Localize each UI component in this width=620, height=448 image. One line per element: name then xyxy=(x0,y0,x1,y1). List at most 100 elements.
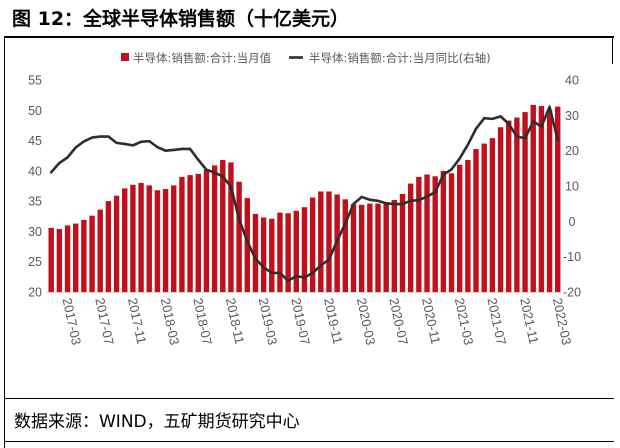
legend: 半导体:销售额:合计:当月值 半导体:销售额:合计:当月同比(右轴) xyxy=(121,51,491,65)
x-axis-tick-label: 2017-07 xyxy=(92,297,117,347)
sales-bar xyxy=(97,209,103,292)
left-axis-tick-label: 55 xyxy=(28,74,42,88)
yoy-point xyxy=(335,239,339,242)
sales-bar xyxy=(260,217,267,292)
yoy-point xyxy=(491,117,494,121)
yoy-point xyxy=(50,171,53,174)
yoy-point xyxy=(474,127,478,130)
sales-bar xyxy=(530,104,536,292)
sales-bar xyxy=(171,185,177,292)
yoy-point xyxy=(417,198,421,202)
sales-bar xyxy=(211,165,218,292)
yoy-point xyxy=(99,135,102,138)
sales-bar xyxy=(285,213,291,292)
sales-bar xyxy=(89,215,95,292)
yoy-point xyxy=(286,279,290,282)
yoy-point xyxy=(156,145,159,149)
yoy-point xyxy=(58,161,61,165)
sales-bar xyxy=(555,106,561,293)
sales-bar xyxy=(48,227,54,292)
sales-bar xyxy=(326,191,332,292)
sales-bar xyxy=(122,188,128,292)
right-axis-tick-label: 40 xyxy=(565,74,579,88)
sales-bar xyxy=(489,138,496,292)
yoy-point xyxy=(384,202,388,205)
sales-bar xyxy=(448,173,455,292)
left-axis-tick-label: 45 xyxy=(28,134,42,148)
yoy-point xyxy=(360,195,363,199)
x-axis-tick-label: 2019-03 xyxy=(256,297,281,347)
sales-bar xyxy=(64,225,71,292)
left-axis-tick-label: 20 xyxy=(28,286,42,300)
x-axis-tick-label: 2021-03 xyxy=(452,297,477,347)
x-axis-tick-label: 2017-11 xyxy=(125,297,149,346)
figure-title: 图 12：全球半导体销售额（十亿美元） xyxy=(12,8,350,30)
yoy-point xyxy=(123,142,126,146)
yoy-point xyxy=(352,202,355,206)
yoy-point xyxy=(229,185,233,188)
yoy-point xyxy=(401,202,404,206)
sales-bar xyxy=(301,207,308,292)
x-axis-tick-label: 2020-07 xyxy=(386,297,411,347)
yoy-point xyxy=(409,199,412,203)
sales-bar xyxy=(277,212,283,292)
yoy-point xyxy=(74,146,77,149)
left-axis-tick-label: 50 xyxy=(28,104,42,118)
sales-bar xyxy=(113,195,120,292)
title-divider xyxy=(4,36,614,38)
x-axis-tick-label: 2022-03 xyxy=(550,297,575,347)
yoy-point xyxy=(295,274,298,278)
yoy-point xyxy=(278,271,282,275)
x-axis-tick-label: 2021-07 xyxy=(484,297,509,347)
sales-bar xyxy=(154,190,161,292)
x-axis-tick-label: 2020-03 xyxy=(354,297,379,347)
sales-bar xyxy=(481,143,487,292)
source-note: 数据来源：WIND，五矿期货研究中心 xyxy=(14,412,300,432)
x-axis-tick-label: 2017-03 xyxy=(60,297,85,347)
sales-bars xyxy=(48,104,561,293)
sales-bar xyxy=(130,184,136,292)
yoy-point xyxy=(311,271,314,275)
sales-bar xyxy=(432,176,438,292)
sales-bar xyxy=(252,213,259,292)
sales-bar xyxy=(195,173,201,292)
yoy-point xyxy=(139,140,143,144)
legend-label-yoy: 半导体:销售额:合计:当月同比(右轴) xyxy=(309,51,491,65)
sales-bar xyxy=(497,127,504,292)
left-axis-tick-label: 25 xyxy=(28,255,42,269)
x-axis-tick-label: 2018-07 xyxy=(190,297,215,347)
sales-bar xyxy=(342,199,349,292)
sales-bar xyxy=(293,210,299,292)
sales-bar xyxy=(399,193,406,292)
sales-bar xyxy=(138,182,144,292)
sales-bar xyxy=(179,176,185,292)
yoy-point xyxy=(425,195,429,198)
frame-right-border xyxy=(612,36,613,64)
sales-bar xyxy=(391,199,398,292)
yoy-point xyxy=(270,271,273,275)
yoy-point xyxy=(66,156,69,159)
yoy-point xyxy=(246,240,249,243)
sales-bar xyxy=(187,175,193,292)
yoy-point xyxy=(523,137,527,140)
sales-bar xyxy=(203,169,210,292)
sales-bar xyxy=(358,204,365,292)
x-axis-tick-label: 2019-11 xyxy=(321,297,345,346)
yoy-point xyxy=(180,147,184,151)
yoy-point xyxy=(483,116,486,120)
yoy-point xyxy=(82,140,86,143)
sales-bar xyxy=(383,202,389,292)
sales-bar xyxy=(73,223,79,292)
left-axis-tick-label: 35 xyxy=(28,195,42,209)
yoy-point xyxy=(262,266,265,269)
left-axis: 55 50 45 40 35 30 25 20 xyxy=(28,74,42,300)
yoy-point xyxy=(131,144,135,147)
sales-bar xyxy=(309,197,316,292)
yoy-point xyxy=(458,157,461,160)
sales-bar xyxy=(416,176,422,292)
sales-bar xyxy=(244,198,250,292)
legend-swatch-sales xyxy=(121,53,129,61)
yoy-point xyxy=(205,168,208,171)
yoy-point xyxy=(368,198,372,201)
